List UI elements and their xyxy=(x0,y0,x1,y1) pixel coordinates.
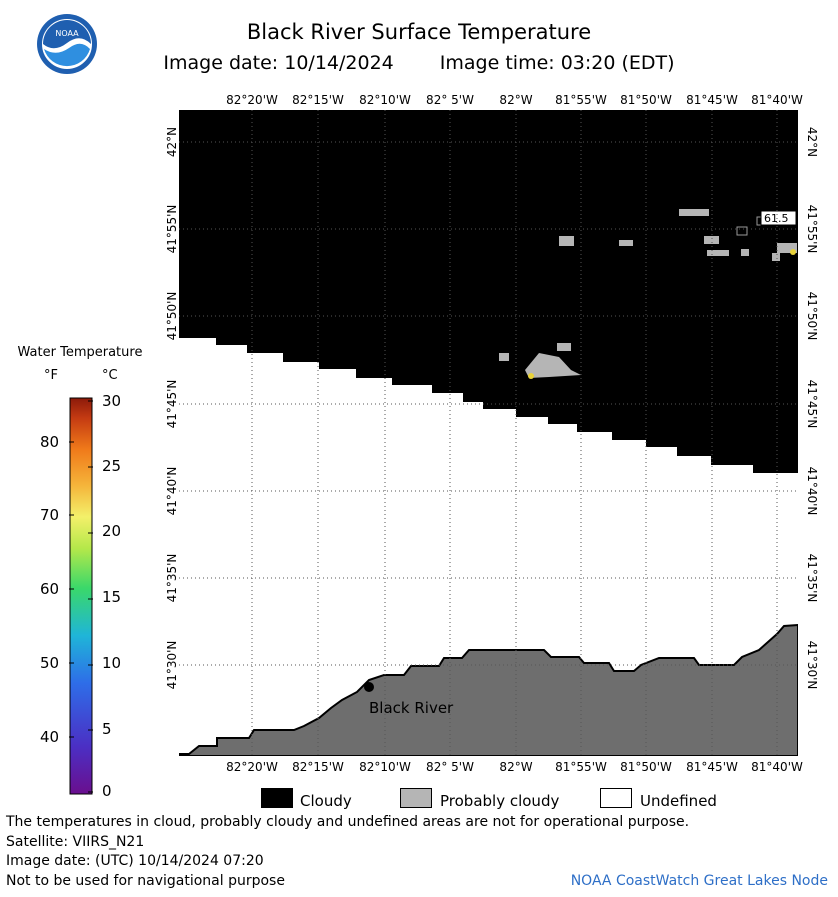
image-datetime: Image date: 10/14/2024 Image time: 03:20… xyxy=(0,52,838,74)
lat-label-right: 41°50'N xyxy=(805,291,819,341)
legend-f-tick: 50 xyxy=(40,654,60,672)
lon-label-bottom: 82° 5'W xyxy=(426,760,474,774)
credit-text: NOAA CoastWatch Great Lakes Node xyxy=(570,873,828,889)
lon-label-top: 81°50'W xyxy=(620,93,672,107)
temp-label: 61.5 xyxy=(764,212,789,225)
probably-cloudy-swatch xyxy=(400,788,432,808)
lat-label-left: 41°40'N xyxy=(165,466,179,516)
legend-unit-c: °C xyxy=(102,368,118,383)
legend-f-tick: 70 xyxy=(40,506,60,524)
cloudy-area xyxy=(179,110,798,473)
lon-label-top: 82° 5'W xyxy=(426,93,474,107)
temp-label-box xyxy=(760,210,797,226)
lon-label-bottom: 82°20'W xyxy=(226,760,278,774)
logo-text: NOAA xyxy=(55,29,79,38)
lon-label-bottom: 82°15'W xyxy=(292,760,344,774)
legend-f-tick: 40 xyxy=(40,728,60,746)
temperature-map: 61.5 Black River xyxy=(179,110,798,756)
undefined-swatch xyxy=(600,788,632,808)
lat-label-left: 41°35'N xyxy=(165,553,179,603)
black-river-label: Black River xyxy=(369,699,454,717)
lon-label-top: 82°10'W xyxy=(359,93,411,107)
lon-label-bottom: 81°50'W xyxy=(620,760,672,774)
lon-label-bottom: 81°40'W xyxy=(751,760,803,774)
lat-label-right: 41°40'N xyxy=(805,466,819,516)
lat-label-right: 41°35'N xyxy=(805,553,819,603)
legend-c-tick: 5 xyxy=(102,720,112,738)
color-scale-bar xyxy=(69,397,93,795)
noaa-logo: NOAA xyxy=(37,14,97,74)
cloudy-label: Cloudy xyxy=(300,792,352,810)
lat-label-right: 42°N xyxy=(805,126,819,158)
lon-label-bottom: 81°55'W xyxy=(555,760,607,774)
lon-label-bottom: 82°W xyxy=(499,760,533,774)
lat-label-right: 41°30'N xyxy=(805,640,819,690)
undefined-label: Undefined xyxy=(640,792,717,810)
image-date: Image date: 10/14/2024 xyxy=(163,52,394,74)
disclaimer-text: The temperatures in cloud, probably clou… xyxy=(6,814,690,830)
probably-cloudy-label: Probably cloudy xyxy=(440,792,560,810)
probably-cloudy-patches xyxy=(499,209,797,378)
legend-unit-f: °F xyxy=(44,368,58,383)
lon-label-bottom: 82°10'W xyxy=(359,760,411,774)
lon-label-top: 82°15'W xyxy=(292,93,344,107)
lat-label-right: 41°55'N xyxy=(805,204,819,254)
warm-pixel xyxy=(528,373,534,379)
lat-label-left: 41°45'N xyxy=(165,379,179,429)
satellite-text: Satellite: VIIRS_N21 xyxy=(6,834,145,850)
nav-warning-text: Not to be used for navigational purpose xyxy=(6,873,285,889)
legend-c-tick: 25 xyxy=(102,457,122,475)
legend-f-tick: 60 xyxy=(40,580,60,598)
legend-c-tick: 30 xyxy=(102,392,122,410)
lat-label-left: 41°50'N xyxy=(165,291,179,341)
legend-title: Water Temperature xyxy=(17,345,143,360)
legend-f-tick: 80 xyxy=(40,433,60,451)
map-title: Black River Surface Temperature xyxy=(246,20,592,44)
lon-label-top: 82°20'W xyxy=(226,93,278,107)
legend-c-tick: 20 xyxy=(102,522,122,540)
legend-c-tick: 0 xyxy=(102,782,112,800)
lon-label-top: 81°40'W xyxy=(751,93,803,107)
land-area xyxy=(179,623,798,756)
cloudy-swatch xyxy=(261,788,293,808)
black-river-marker xyxy=(364,682,374,692)
legend-c-tick: 10 xyxy=(102,654,122,672)
utc-date-text: Image date: (UTC) 10/14/2024 07:20 xyxy=(6,853,264,869)
lon-label-top: 81°55'W xyxy=(555,93,607,107)
lon-label-top: 81°45'W xyxy=(686,93,738,107)
lat-label-left: 42°N xyxy=(165,126,179,158)
lat-label-left: 41°30'N xyxy=(165,640,179,690)
lat-label-left: 41°55'N xyxy=(165,204,179,254)
lon-label-bottom: 81°45'W xyxy=(686,760,738,774)
legend-c-tick: 15 xyxy=(102,588,122,606)
lon-label-top: 82°W xyxy=(499,93,533,107)
lat-label-right: 41°45'N xyxy=(805,379,819,429)
image-time: Image time: 03:20 (EDT) xyxy=(439,52,675,74)
